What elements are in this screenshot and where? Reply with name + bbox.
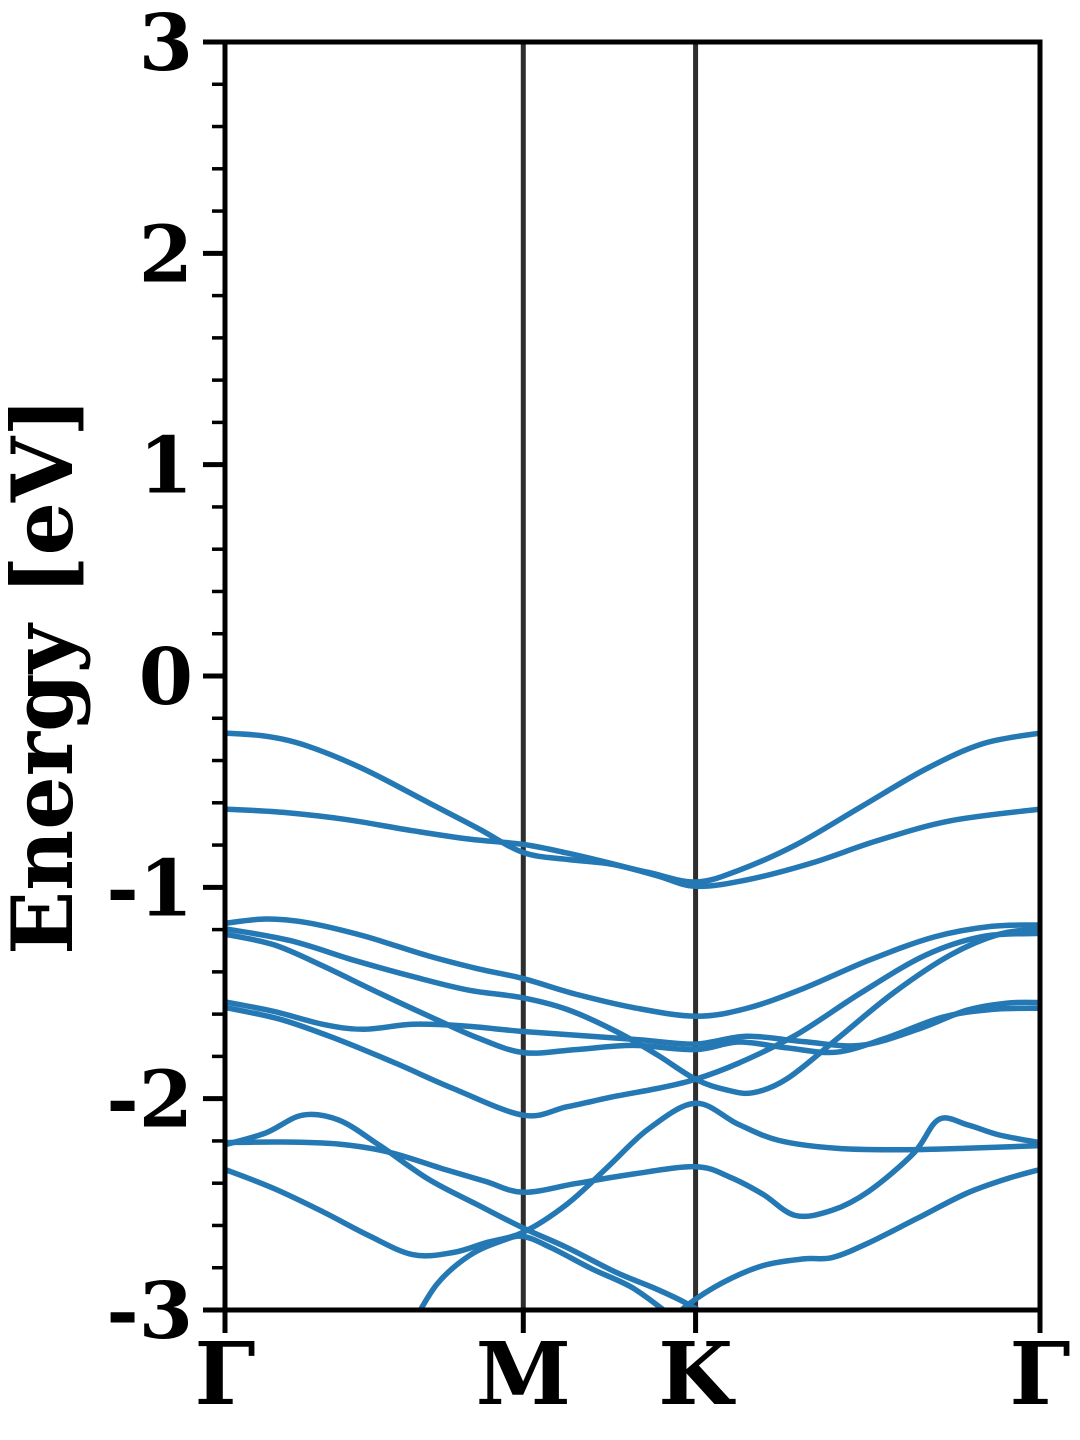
- high-symmetry-vlines: [520, 42, 699, 1310]
- plot-frame: [222, 39, 1043, 1313]
- k-point-label: Γ: [1009, 1324, 1070, 1425]
- band-08: [225, 1115, 1040, 1220]
- band-12: [677, 1166, 1040, 1310]
- y-tick-label: -2: [106, 1055, 193, 1146]
- y-tick-label: -3: [106, 1266, 193, 1357]
- x-axis-ticks: [222, 1310, 1043, 1333]
- band-11: [417, 1233, 669, 1310]
- y-axis-tick-labels: 3 2 1 0 -1 -2 -3: [106, 0, 193, 1357]
- band-10: [225, 1100, 1040, 1259]
- band-07: [225, 930, 1040, 1119]
- band-lines: [225, 730, 1040, 1310]
- y-tick-label: 1: [139, 421, 193, 512]
- y-tick-label: 0: [139, 632, 193, 723]
- k-point-label: M: [476, 1324, 571, 1425]
- y-tick-label: -1: [106, 843, 193, 934]
- k-point-label: K: [658, 1324, 736, 1425]
- y-tick-label: 2: [139, 209, 193, 300]
- band-02: [225, 806, 1040, 890]
- y-axis-title: Energy [eV]: [0, 397, 92, 955]
- band-06: [225, 999, 1040, 1049]
- band-01: [225, 730, 1040, 885]
- y-axis-ticks: [203, 39, 225, 1313]
- band-04: [225, 926, 1040, 1097]
- k-point-label: Γ: [194, 1324, 255, 1425]
- band-09: [225, 1111, 704, 1310]
- band-03: [225, 916, 1040, 1019]
- band-05: [225, 931, 1040, 1056]
- y-tick-label: 3: [139, 0, 193, 89]
